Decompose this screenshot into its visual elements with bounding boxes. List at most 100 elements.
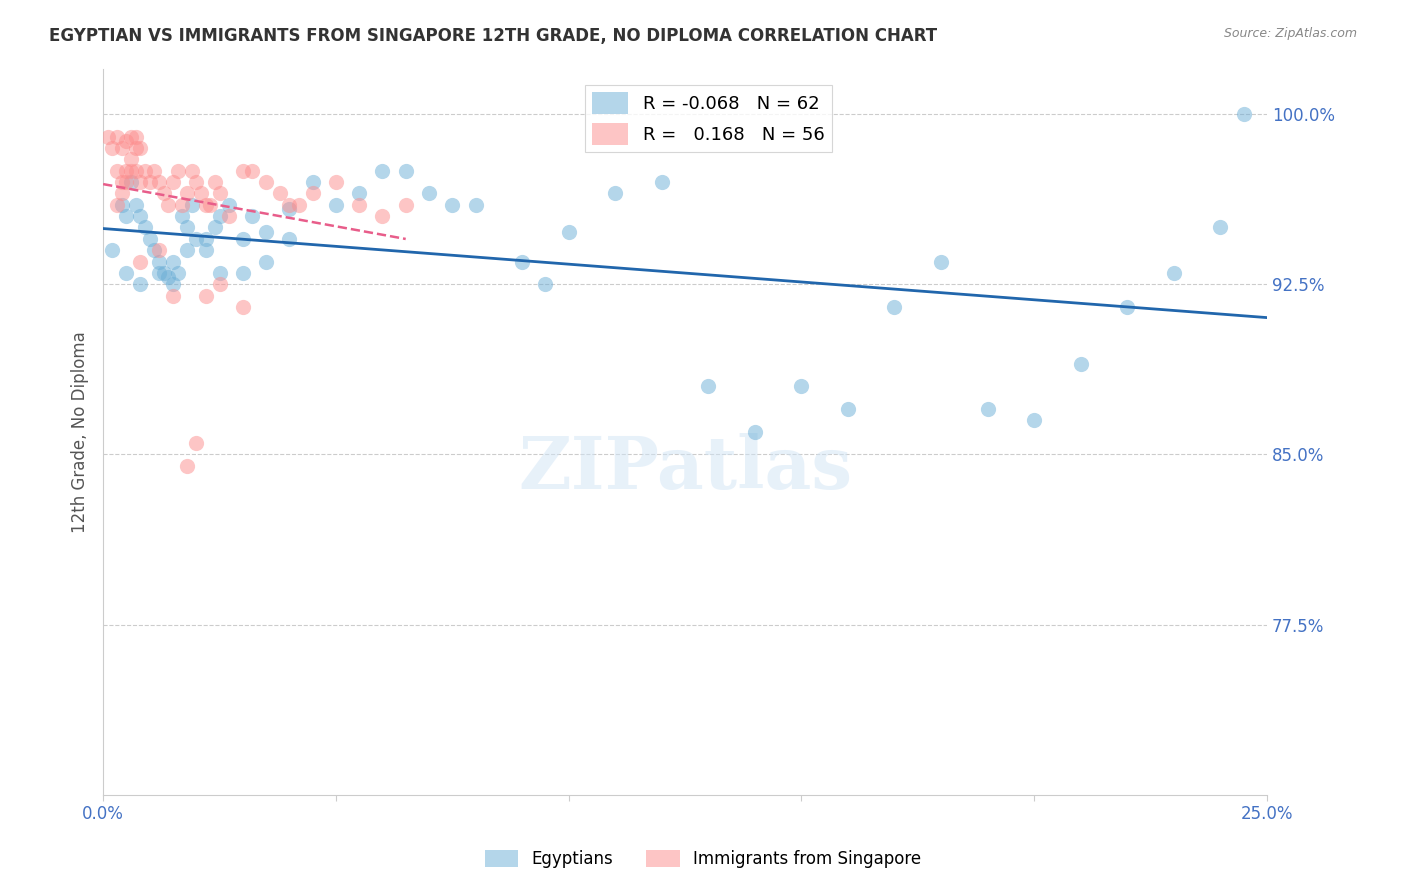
Point xyxy=(176,458,198,473)
Point xyxy=(1070,357,1092,371)
Point xyxy=(129,254,152,268)
Point xyxy=(464,198,486,212)
Point xyxy=(218,198,240,212)
Point xyxy=(125,163,148,178)
Point xyxy=(395,198,418,212)
Point xyxy=(605,186,627,201)
Point xyxy=(115,175,138,189)
Point xyxy=(301,175,323,189)
Point xyxy=(157,198,180,212)
Point xyxy=(180,198,202,212)
Point xyxy=(143,163,166,178)
Point xyxy=(186,436,208,450)
Point xyxy=(1209,220,1232,235)
Point xyxy=(111,198,134,212)
Point xyxy=(510,254,533,268)
Point xyxy=(115,134,138,148)
Point xyxy=(152,186,174,201)
Point xyxy=(166,163,188,178)
Point xyxy=(232,232,254,246)
Point xyxy=(218,209,240,223)
Point xyxy=(134,220,156,235)
Point xyxy=(441,198,464,212)
Point xyxy=(115,266,138,280)
Point xyxy=(186,232,208,246)
Point xyxy=(120,153,142,167)
Legend: Egyptians, Immigrants from Singapore: Egyptians, Immigrants from Singapore xyxy=(478,843,928,875)
Point xyxy=(1116,300,1139,314)
Point xyxy=(240,163,263,178)
Point xyxy=(278,232,301,246)
Point xyxy=(172,198,194,212)
Point xyxy=(125,198,148,212)
Point xyxy=(190,186,212,201)
Point xyxy=(97,129,120,144)
Point xyxy=(176,243,198,257)
Point xyxy=(232,266,254,280)
Point xyxy=(125,141,148,155)
Point xyxy=(120,163,142,178)
Point xyxy=(120,129,142,144)
Point xyxy=(176,220,198,235)
Point xyxy=(347,186,370,201)
Point xyxy=(194,288,217,302)
Point xyxy=(115,209,138,223)
Point xyxy=(651,175,673,189)
Legend: R = -0.068   N = 62, R =   0.168   N = 56: R = -0.068 N = 62, R = 0.168 N = 56 xyxy=(585,85,832,153)
Text: EGYPTIAN VS IMMIGRANTS FROM SINGAPORE 12TH GRADE, NO DIPLOMA CORRELATION CHART: EGYPTIAN VS IMMIGRANTS FROM SINGAPORE 12… xyxy=(49,27,938,45)
Point xyxy=(162,288,184,302)
Point xyxy=(929,254,952,268)
Point xyxy=(418,186,440,201)
Point xyxy=(148,243,170,257)
Point xyxy=(371,163,394,178)
Point xyxy=(697,379,720,393)
Point xyxy=(162,277,184,292)
Point xyxy=(152,266,174,280)
Point xyxy=(254,225,277,239)
Point xyxy=(301,186,323,201)
Point xyxy=(287,198,309,212)
Point xyxy=(176,186,198,201)
Point xyxy=(278,202,301,217)
Point xyxy=(143,243,166,257)
Point xyxy=(883,300,905,314)
Point xyxy=(111,175,134,189)
Point xyxy=(204,220,226,235)
Y-axis label: 12th Grade, No Diploma: 12th Grade, No Diploma xyxy=(72,331,89,533)
Point xyxy=(976,402,998,417)
Point xyxy=(138,175,160,189)
Point xyxy=(1233,107,1256,121)
Point xyxy=(325,175,347,189)
Point xyxy=(269,186,291,201)
Point xyxy=(162,254,184,268)
Point xyxy=(172,209,194,223)
Point xyxy=(148,175,170,189)
Point xyxy=(208,277,231,292)
Point xyxy=(837,402,859,417)
Point xyxy=(557,225,579,239)
Point xyxy=(148,254,170,268)
Point xyxy=(166,266,188,280)
Point xyxy=(325,198,347,212)
Point xyxy=(129,175,152,189)
Point xyxy=(180,163,202,178)
Point xyxy=(232,163,254,178)
Point xyxy=(232,300,254,314)
Point xyxy=(186,175,208,189)
Point xyxy=(371,209,394,223)
Point xyxy=(1163,266,1185,280)
Text: Source: ZipAtlas.com: Source: ZipAtlas.com xyxy=(1223,27,1357,40)
Point xyxy=(101,141,124,155)
Point xyxy=(162,175,184,189)
Point xyxy=(125,129,148,144)
Point xyxy=(115,163,138,178)
Point xyxy=(790,379,813,393)
Point xyxy=(240,209,263,223)
Point xyxy=(347,198,370,212)
Point xyxy=(134,163,156,178)
Point xyxy=(111,186,134,201)
Point xyxy=(1024,413,1046,427)
Point xyxy=(129,277,152,292)
Point xyxy=(129,209,152,223)
Point xyxy=(194,198,217,212)
